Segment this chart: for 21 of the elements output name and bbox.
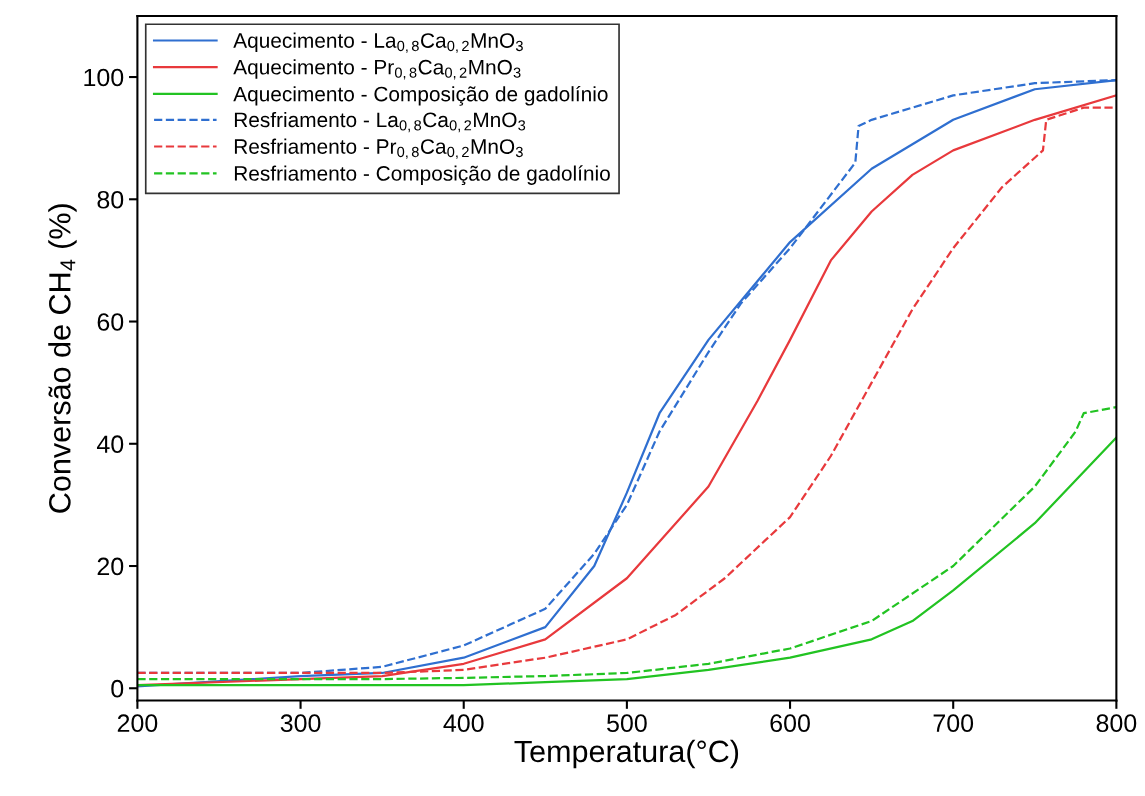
x-tick-label: 600: [770, 714, 810, 733]
legend-label: Aquecimento - La$_{0,8}$Ca$_{0,2}$MnO$_{3}$: [233, 32, 523, 53]
x-tick-label: 500: [607, 714, 647, 733]
legend-label: Resfriamento - La$_{0,8}$Ca$_{0,2}$MnO$_{3}$: [234, 111, 526, 133]
x-tick-label: 300: [280, 714, 321, 733]
x-tick-label: 200: [117, 714, 158, 733]
y-tick-label: 40: [96, 435, 124, 454]
legend-label: Resfriamento - Composição de gadolínio: [234, 165, 610, 186]
y-tick-label: 20: [97, 557, 124, 576]
legend-label: Aquecimento - Pr$_{0,8}$Ca$_{0,2}$MnO$_{3}$: [233, 59, 521, 80]
legend-label: Aquecimento - Composição de gadolínio: [233, 85, 608, 106]
legend-label: Resfriamento - Pr$_{0,8}$Ca$_{0,2}$MnO$_{3}$: [234, 138, 523, 159]
y-tick-label: 100: [84, 68, 124, 87]
y-tick-label: 80: [97, 190, 124, 209]
x-axis-title: Temperatura(°C): [514, 739, 739, 769]
x-tick-label: 700: [933, 714, 974, 733]
y-axis-title: Conversão de CH$_{4}$ (%): [48, 204, 77, 513]
x-tick-label: 400: [443, 714, 484, 733]
y-tick-label: 60: [97, 313, 124, 331]
y-tick-label: 0: [111, 679, 124, 698]
x-tick-label: 800: [1096, 714, 1137, 733]
